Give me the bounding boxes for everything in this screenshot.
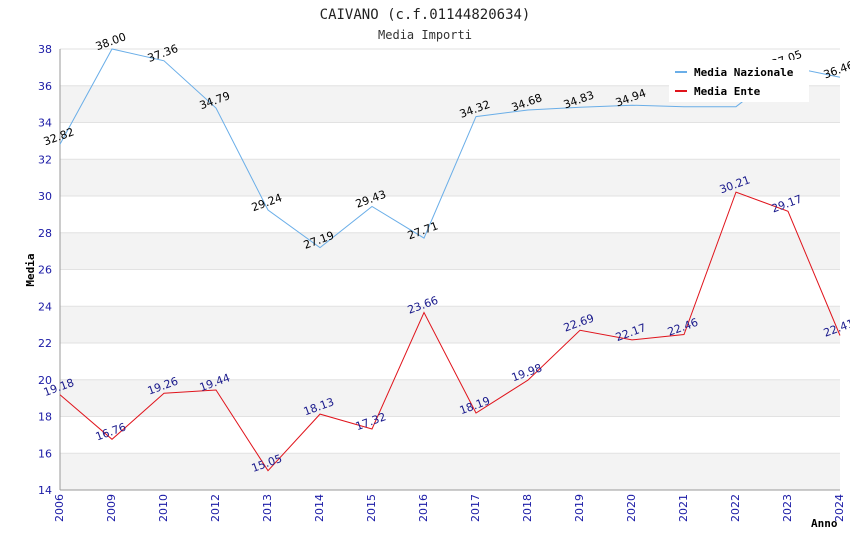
legend-entry: Media Ente — [694, 85, 761, 98]
y-tick-labels: 14 16 18 20 22 24 26 28 30 32 34 36 38 — [38, 43, 52, 497]
grid-band — [60, 232, 840, 270]
chart-title: CAIVANO (c.f.01144820634) — [320, 7, 531, 23]
y-tick-label: 22 — [38, 337, 52, 350]
y-tick-label: 20 — [38, 374, 52, 387]
grid-band — [60, 416, 840, 454]
x-tick-label: 2018 — [521, 494, 534, 522]
grid-band — [60, 269, 840, 307]
legend: Media Nazionale Media Ente — [669, 60, 809, 102]
y-tick-label: 24 — [38, 300, 52, 313]
y-tick-label: 16 — [38, 447, 52, 460]
x-axis-label: Anno — [811, 517, 838, 530]
x-tick-label: 2013 — [261, 494, 274, 522]
y-tick-label: 36 — [38, 80, 52, 93]
legend-box — [669, 60, 809, 102]
legend-entry: Media Nazionale — [694, 66, 794, 79]
grid-band — [60, 196, 840, 233]
x-tick-label: 2023 — [781, 494, 794, 522]
axes — [59, 49, 840, 491]
y-tick-label: 18 — [38, 411, 52, 424]
grid-band — [60, 453, 840, 490]
series-line-media-ente — [59, 191, 841, 472]
grid-band — [60, 379, 840, 417]
y-tick-label: 34 — [38, 117, 52, 130]
grid-band — [60, 122, 840, 160]
y-tick-label: 30 — [38, 190, 52, 203]
x-tick-label: 2016 — [417, 494, 430, 522]
x-tick-label: 2021 — [677, 494, 690, 522]
x-tick-label: 2019 — [573, 494, 586, 522]
grid-band — [60, 343, 840, 380]
background-bands — [60, 49, 840, 490]
x-tick-label: 2012 — [209, 494, 222, 522]
x-tick-label: 2014 — [313, 494, 326, 522]
y-tick-label: 32 — [38, 153, 52, 166]
series-line-media-nazionale — [59, 48, 841, 249]
x-tick-label: 2010 — [157, 494, 170, 522]
y-tick-label: 26 — [38, 264, 52, 277]
chart-subtitle: Media Importi — [378, 28, 472, 42]
x-tick-label: 2015 — [365, 494, 378, 522]
series-lines — [59, 48, 841, 472]
x-tick-label: 2024 — [833, 494, 846, 522]
x-tick-label: 2009 — [105, 494, 118, 522]
y-tick-label: 14 — [38, 484, 52, 497]
y-tick-label: 28 — [38, 227, 52, 240]
x-tick-label: 2017 — [469, 494, 482, 522]
y-axis-label: Media — [24, 253, 37, 286]
y-tick-label: 38 — [38, 43, 52, 56]
x-tick-label: 2020 — [625, 494, 638, 522]
x-tick-label: 2022 — [729, 494, 742, 522]
x-tick-labels: 2006 2009 2010 2012 2013 2014 2015 2016 2017 2018… — [53, 494, 846, 522]
x-tick-label: 2006 — [53, 494, 66, 522]
grid-band — [60, 306, 840, 343]
